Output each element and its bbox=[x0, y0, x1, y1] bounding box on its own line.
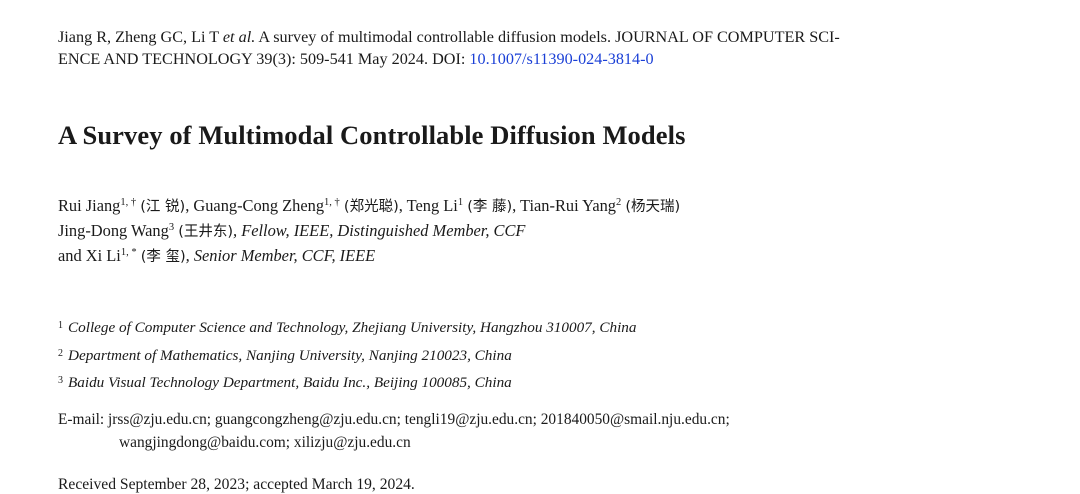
affiliation-number: 3 bbox=[58, 375, 63, 386]
author-cjk-name: (杨天瑞) bbox=[625, 199, 681, 215]
author-name: Rui Jiang bbox=[58, 196, 121, 215]
author-affil-marker: 1, * bbox=[120, 247, 137, 258]
author-line-2: Jing-Dong Wang3 (王井东), Fellow, IEEE, Dis… bbox=[58, 219, 680, 244]
author-affil-marker: 2 bbox=[616, 197, 622, 208]
author-name: Jing-Dong Wang bbox=[58, 221, 169, 240]
author-affil-marker: 1 bbox=[457, 197, 464, 208]
affiliation-number: 1 bbox=[58, 320, 63, 331]
author-cjk-name: (王井东) bbox=[178, 224, 234, 240]
author-name: Teng Li bbox=[406, 196, 458, 215]
author-name: Guang-Cong Zheng bbox=[193, 196, 325, 215]
received-date: Received September 28, 2023; accepted Ma… bbox=[58, 476, 415, 493]
author-affil-marker: 1, † bbox=[324, 197, 340, 208]
author-separator: , bbox=[512, 196, 521, 215]
affiliation-item: 3 Baidu Visual Technology Department, Bai… bbox=[58, 369, 637, 397]
author-name: Xi Li bbox=[85, 246, 121, 265]
author-role: , Senior Member, CCF, IEEE bbox=[185, 246, 376, 265]
paper-header: Jiang R, Zheng GC, Li T et al. A survey … bbox=[58, 26, 1058, 493]
paper-title: A Survey of Multimodal Controllable Diff… bbox=[58, 120, 686, 150]
affiliation-text: Department of Mathematics, Nanjing Unive… bbox=[68, 346, 512, 364]
doi-link[interactable]: 10.1007/s11390-024-3814-0 bbox=[469, 50, 654, 68]
author-role: , Fellow, IEEE, Distinguished Member, CC… bbox=[233, 221, 526, 240]
email-line-2: wangjingdong@baidu.com; xilizju@zju.edu.… bbox=[119, 434, 411, 451]
author-separator: , bbox=[185, 196, 194, 215]
citation-etal: et al. bbox=[222, 28, 256, 46]
citation-text-before: Jiang R, Zheng GC, Li T bbox=[58, 28, 223, 46]
affiliation-item: 2 Department of Mathematics, Nanjing Univ… bbox=[58, 342, 637, 370]
affiliation-number: 2 bbox=[58, 347, 63, 359]
author-cjk-name: (李 藤) bbox=[467, 199, 513, 215]
affiliation-text: College of Computer Science and Technolo… bbox=[68, 319, 637, 336]
affiliation-item: 1 College of Computer Science and Technol… bbox=[58, 314, 637, 342]
author-cjk-name: (江 锐) bbox=[140, 199, 186, 215]
affiliation-list: 1 College of Computer Science and Technol… bbox=[58, 314, 637, 397]
citation-text-line2: ENCE AND TECHNOLOGY 39(3): 509-541 May 2… bbox=[58, 50, 470, 68]
author-line-1: Rui Jiang1, † (江 锐), Guang-Cong Zheng1, … bbox=[58, 194, 680, 219]
author-affil-marker: 3 bbox=[168, 222, 175, 233]
author-name: Tian-Rui Yang bbox=[520, 196, 616, 215]
author-cjk-name: (郑光聪) bbox=[343, 199, 399, 215]
email-line-1: E-mail: jrss@zju.edu.cn; guangcongzheng@… bbox=[58, 411, 730, 428]
citation-text-middle: A survey of multimodal controllable diff… bbox=[255, 28, 840, 46]
email-block: E-mail: jrss@zju.edu.cn; guangcongzheng@… bbox=[58, 408, 730, 454]
affiliation-text: Baidu Visual Technology Department, Baid… bbox=[68, 374, 512, 391]
author-prefix: and bbox=[58, 246, 86, 265]
author-list: Rui Jiang1, † (江 锐), Guang-Cong Zheng1, … bbox=[58, 194, 680, 269]
author-separator: , bbox=[398, 196, 407, 215]
author-affil-marker: 1, † bbox=[120, 197, 137, 208]
author-cjk-name: (李 玺) bbox=[140, 249, 186, 265]
author-line-3: and Xi Li1, * (李 玺), Senior Member, CCF,… bbox=[58, 244, 680, 269]
citation-block: Jiang R, Zheng GC, Li T et al. A survey … bbox=[58, 26, 1058, 70]
